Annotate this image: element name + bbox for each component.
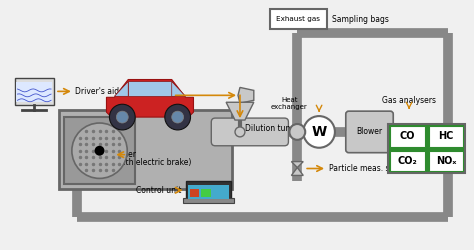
Circle shape <box>165 104 191 130</box>
Polygon shape <box>114 82 128 96</box>
Bar <box>17 82 52 102</box>
Bar <box>190 189 200 197</box>
Bar <box>64 117 135 184</box>
Bar <box>59 110 232 189</box>
Circle shape <box>95 146 104 156</box>
Circle shape <box>290 124 305 140</box>
Polygon shape <box>128 82 172 96</box>
Bar <box>186 181 231 201</box>
Text: Heat
exchanger: Heat exchanger <box>271 97 308 110</box>
Bar <box>429 126 464 147</box>
Bar <box>188 185 229 199</box>
Text: Roller: Roller <box>114 150 137 159</box>
Circle shape <box>172 111 183 123</box>
Bar <box>390 126 425 147</box>
Bar <box>390 151 425 172</box>
Text: NOₓ: NOₓ <box>436 156 456 166</box>
Polygon shape <box>226 102 254 120</box>
Bar <box>201 189 211 197</box>
Text: (with electric brake): (with electric brake) <box>114 158 192 167</box>
Text: HC: HC <box>438 131 454 141</box>
Text: Driver's aid: Driver's aid <box>75 87 119 96</box>
Text: Dilution air: Dilution air <box>128 91 171 100</box>
Circle shape <box>72 123 127 178</box>
Text: W: W <box>311 125 327 139</box>
Text: Sampling bags: Sampling bags <box>332 15 389 24</box>
FancyBboxPatch shape <box>211 118 288 146</box>
Bar <box>270 9 327 29</box>
Bar <box>429 151 464 172</box>
Text: CO: CO <box>400 131 415 141</box>
Polygon shape <box>292 168 303 175</box>
Text: CO₂: CO₂ <box>398 156 418 166</box>
FancyBboxPatch shape <box>346 111 393 153</box>
Circle shape <box>235 127 245 137</box>
Bar <box>15 78 54 105</box>
Polygon shape <box>292 162 303 168</box>
Circle shape <box>303 116 335 148</box>
Text: Control unit: Control unit <box>136 186 182 195</box>
Polygon shape <box>172 82 186 96</box>
Text: Gas analysers: Gas analysers <box>382 96 436 105</box>
Text: Particle meas. system: Particle meas. system <box>329 164 413 173</box>
Text: Blower: Blower <box>356 128 383 136</box>
Text: Exhaust gas: Exhaust gas <box>276 16 320 22</box>
Text: Dilution tunnel: Dilution tunnel <box>245 124 302 133</box>
Polygon shape <box>238 88 254 103</box>
Polygon shape <box>107 80 193 117</box>
Circle shape <box>109 104 135 130</box>
Bar <box>388 124 465 174</box>
Circle shape <box>116 111 128 123</box>
Bar <box>182 198 234 203</box>
